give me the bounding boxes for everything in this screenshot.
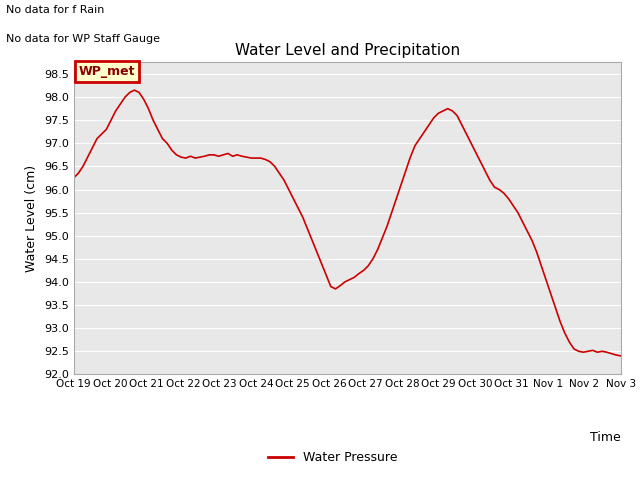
Text: WP_met: WP_met — [79, 65, 136, 78]
Y-axis label: Water Level (cm): Water Level (cm) — [26, 165, 38, 272]
Text: No data for f Rain: No data for f Rain — [6, 5, 105, 15]
Text: No data for WP Staff Gauge: No data for WP Staff Gauge — [6, 34, 161, 44]
Legend: Water Pressure: Water Pressure — [263, 446, 403, 469]
Title: Water Level and Precipitation: Water Level and Precipitation — [235, 44, 460, 59]
Text: Time: Time — [590, 431, 621, 444]
